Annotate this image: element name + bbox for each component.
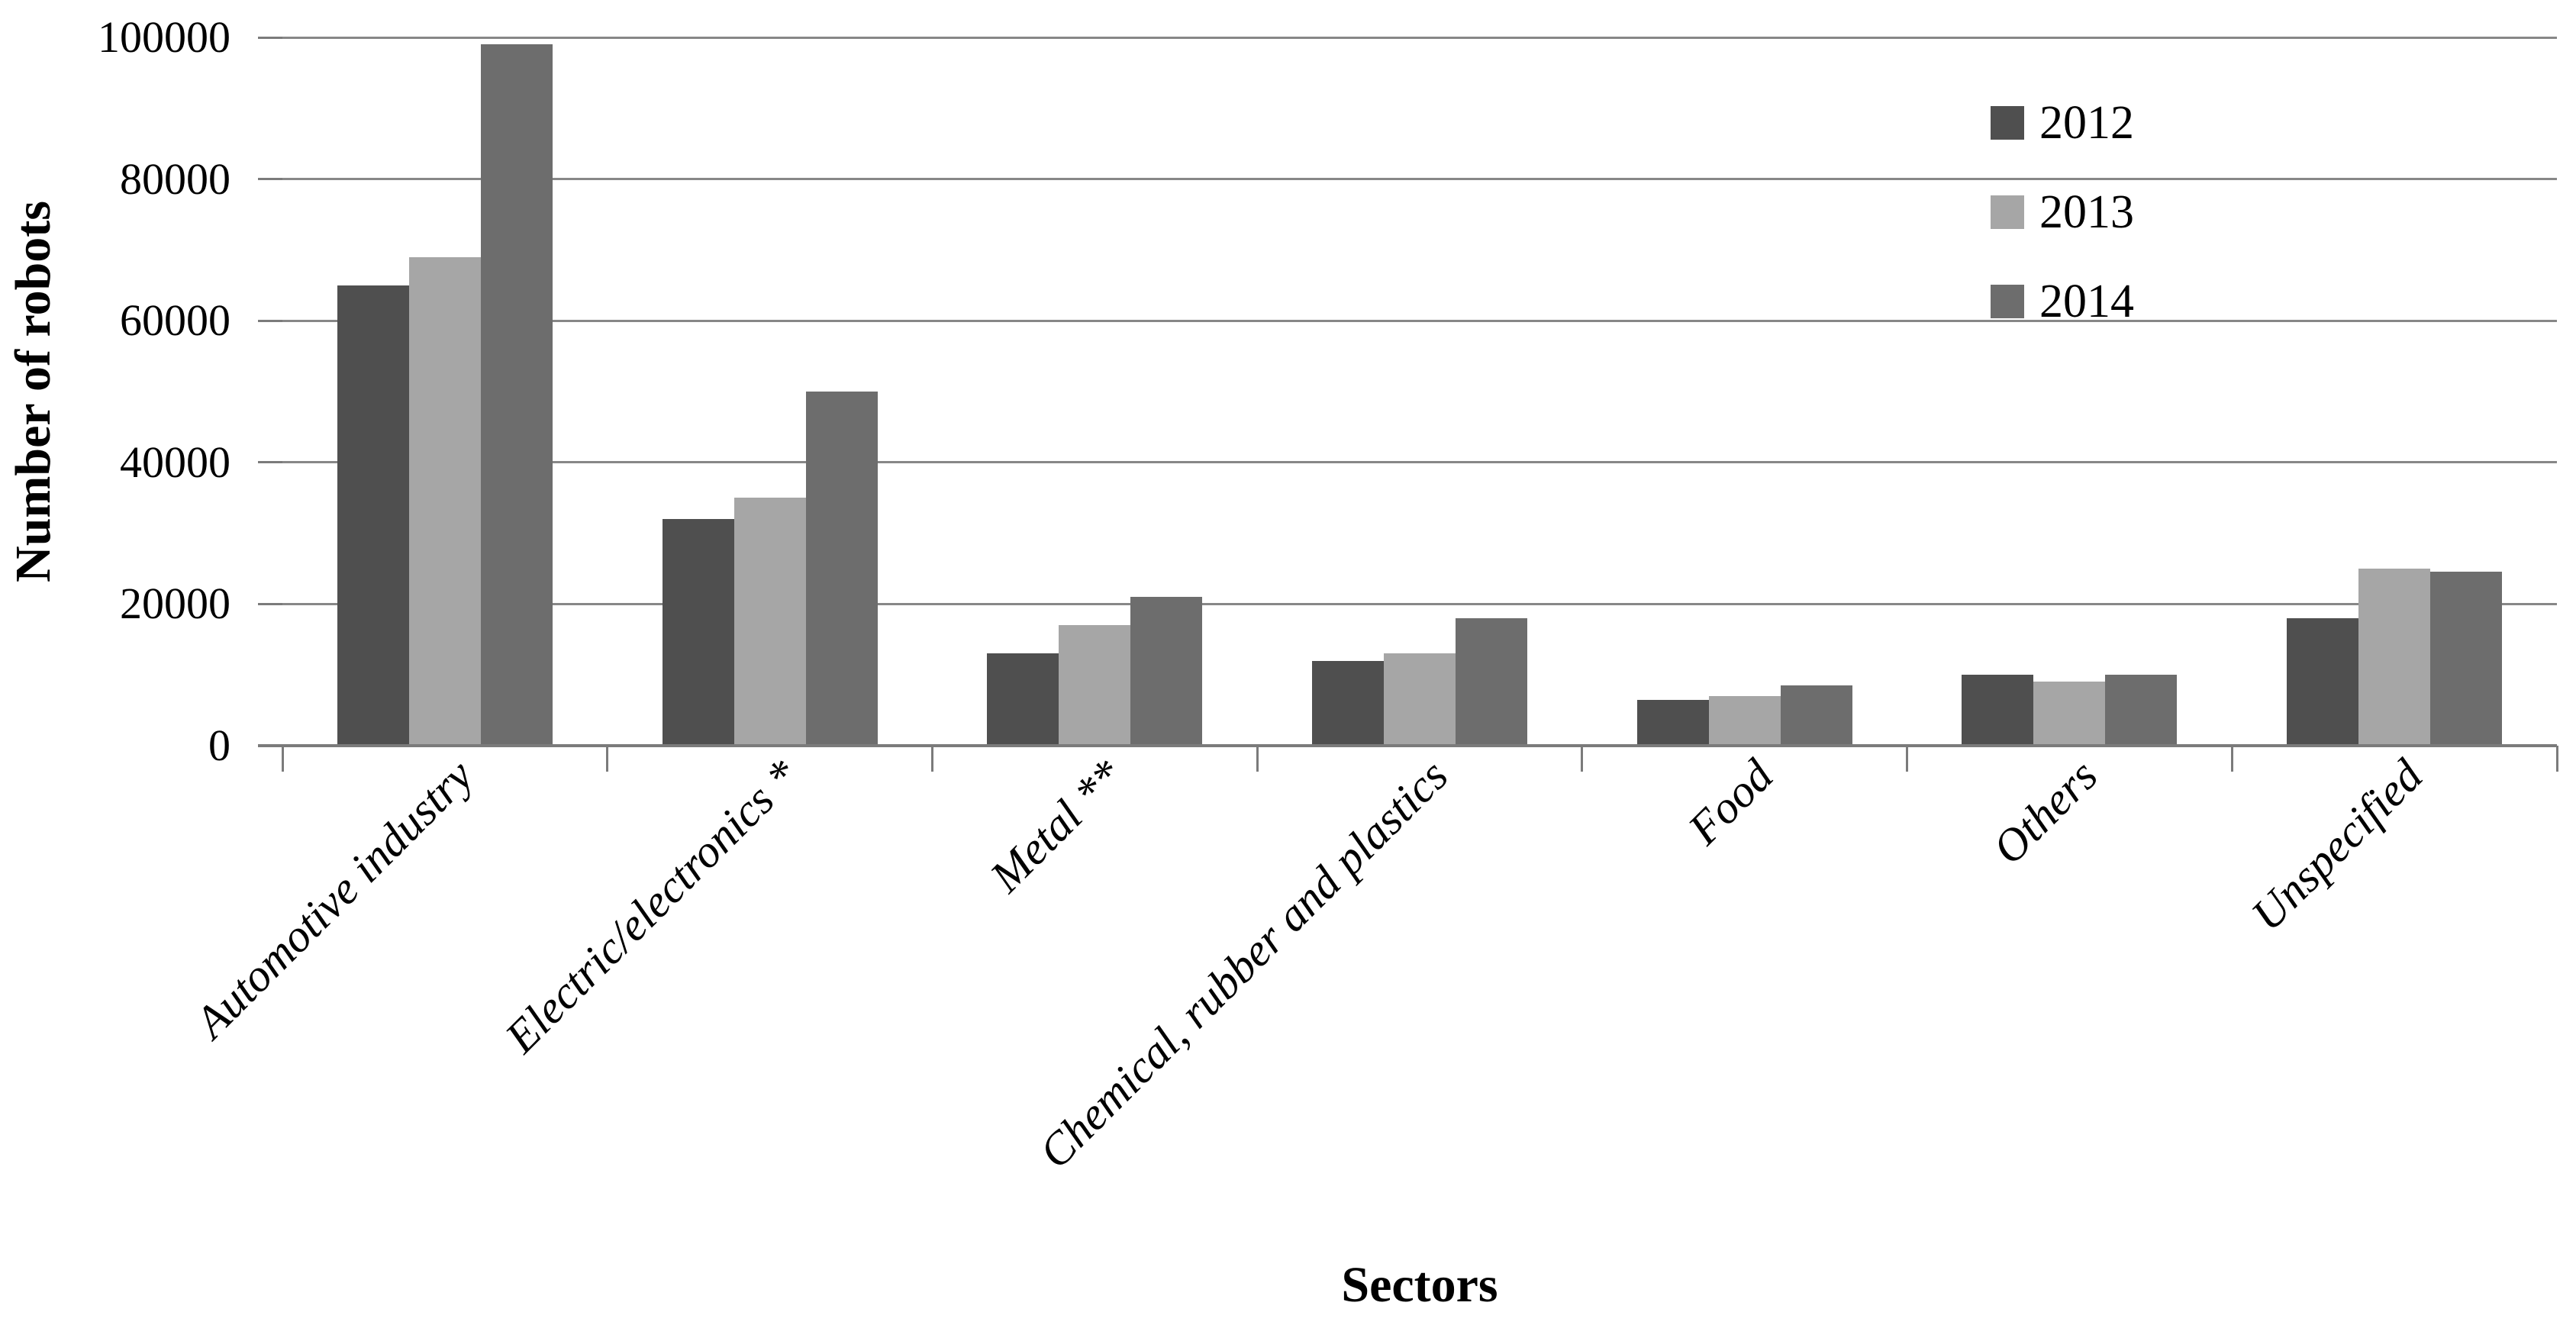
bar-2013-chemical-rubber-and-plastics (1384, 653, 1456, 746)
y-tick-label: 100000 (98, 12, 231, 62)
y-tick-label: 20000 (120, 579, 231, 629)
x-axis-line (258, 744, 2557, 747)
y-axis-title: Number of robots (5, 201, 61, 582)
gridline (282, 602, 2557, 605)
bar-2012-metal (987, 653, 1059, 746)
bar-2013-electric-electronics (733, 498, 806, 746)
y-tick-label: 80000 (120, 153, 231, 204)
x-tick-mark (2230, 746, 2233, 772)
legend-item-2013: 2013 (1991, 189, 2134, 236)
x-category-label: Automotive industry (185, 750, 483, 1048)
x-category-label: Unspecified (2242, 750, 2433, 940)
bar-2012-automotive-industry (337, 285, 409, 746)
y-tick-mark (258, 319, 282, 322)
bar-2013-food (1708, 696, 1781, 746)
bar-2012-electric-electronics (662, 519, 734, 746)
bar-2013-others (2033, 682, 2106, 746)
bar-2013-metal (1059, 625, 1131, 746)
y-tick-label: 60000 (120, 295, 231, 346)
gridline (282, 461, 2557, 464)
legend-swatch-2013 (1991, 195, 2024, 229)
bar-2012-unspecified (2287, 617, 2359, 746)
bar-2014-metal (1130, 597, 1203, 746)
y-tick-mark (258, 178, 282, 181)
bar-2012-others (1962, 675, 2034, 746)
y-tick-mark (258, 461, 282, 464)
bar-2012-food (1636, 699, 1709, 746)
bar-2014-others (2105, 675, 2178, 746)
bar-2013-unspecified (2358, 569, 2431, 746)
y-tick-mark (258, 36, 282, 39)
bar-2014-food (1780, 685, 1852, 746)
x-tick-mark (1581, 746, 1584, 772)
x-tick-mark (1256, 746, 1259, 772)
x-category-label: Others (1983, 750, 2107, 874)
legend-swatch-2012 (1991, 106, 2024, 140)
legend-label-2013: 2013 (2039, 186, 2134, 238)
bar-2013-automotive-industry (408, 256, 481, 746)
x-category-label: Metal ** (980, 750, 1133, 902)
bar-2014-unspecified (2430, 571, 2503, 746)
x-tick-mark (606, 746, 609, 772)
legend-label-2012: 2012 (2039, 97, 2134, 149)
x-tick-mark (930, 746, 933, 772)
legend: 2012 2013 2014 (1991, 99, 2134, 325)
x-category-label: Food (1678, 750, 1783, 854)
gridline (282, 319, 2557, 322)
x-axis-title: Sectors (1341, 1257, 1498, 1313)
x-category-label: Electric/electronics * (495, 750, 808, 1062)
bar-2014-automotive-industry (480, 44, 553, 746)
legend-swatch-2014 (1991, 285, 2024, 318)
bar-2012-chemical-rubber-and-plastics (1312, 660, 1384, 746)
x-tick-mark (1906, 746, 1909, 772)
legend-item-2012: 2012 (1991, 99, 2134, 147)
y-tick-mark (258, 602, 282, 605)
bar-2014-electric-electronics (805, 392, 878, 746)
y-tick-label: 0 (208, 721, 231, 770)
gridline (282, 36, 2557, 39)
x-tick-mark (2555, 746, 2558, 772)
gridline (282, 178, 2557, 181)
bar-2014-chemical-rubber-and-plastics (1456, 617, 1527, 746)
x-tick-mark (281, 746, 284, 772)
legend-label-2014: 2014 (2039, 276, 2134, 327)
legend-item-2014: 2014 (1991, 278, 2134, 325)
y-tick-label: 40000 (120, 437, 231, 487)
